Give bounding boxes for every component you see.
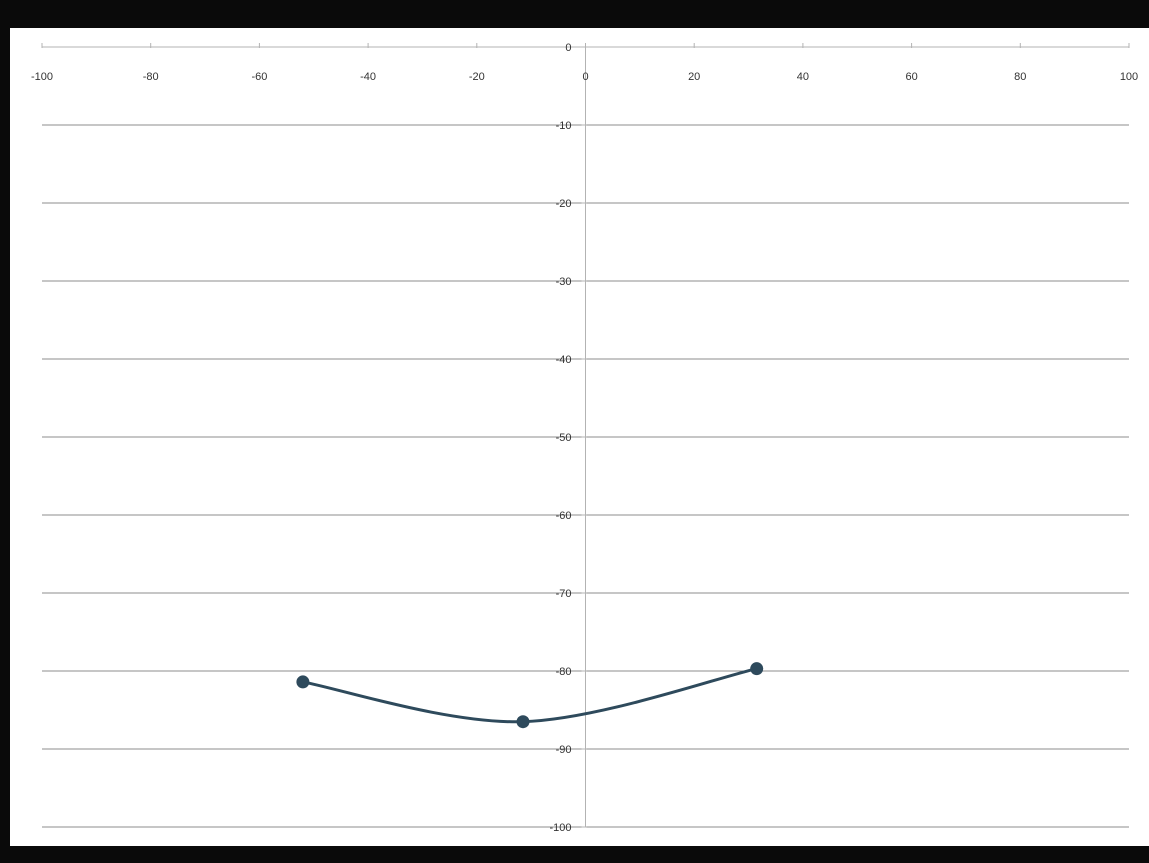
x-tick-label: -80 — [143, 71, 159, 83]
x-axis-ticks: -100 -80 -60 -40 -20 0 20 40 60 80 100 — [31, 43, 1138, 83]
data-point-1 — [516, 715, 530, 729]
x-tick-label: 80 — [1014, 71, 1026, 83]
series — [296, 662, 764, 729]
data-point-2 — [750, 662, 764, 676]
y-tick-label: -10 — [556, 120, 572, 132]
x-tick-label: 40 — [797, 71, 809, 83]
y-tick-label: -40 — [556, 354, 572, 366]
x-tick-label: -60 — [251, 71, 267, 83]
x-tick-label: -20 — [469, 71, 485, 83]
x-tick-label: 20 — [688, 71, 700, 83]
x-tick-label: 100 — [1120, 71, 1138, 83]
x-tick-label: 0 — [582, 71, 588, 83]
y-tick-label: -50 — [556, 432, 572, 444]
data-point-0 — [296, 675, 310, 689]
bottom-letterbox — [0, 846, 1149, 863]
y-tick-label: -60 — [556, 510, 572, 522]
y-tick-label: -100 — [549, 822, 571, 834]
top-letterbox — [0, 0, 1149, 28]
y-tick-label: -30 — [556, 276, 572, 288]
y-tick-label: -70 — [556, 588, 572, 600]
x-tick-label: 60 — [905, 71, 917, 83]
y-tick-label: -20 — [556, 198, 572, 210]
series-line-0 — [301, 667, 759, 724]
y-axis-ticks: 0 -10 -20 -30 -40 -50 -60 -70 -80 -90 -100 — [549, 42, 587, 834]
x-tick-label: -40 — [360, 71, 376, 83]
x-tick-label: -100 — [31, 71, 53, 83]
y-tick-label: -90 — [556, 744, 572, 756]
y-tick-label: 0 — [565, 42, 571, 54]
y-tick-label: -80 — [556, 666, 572, 678]
